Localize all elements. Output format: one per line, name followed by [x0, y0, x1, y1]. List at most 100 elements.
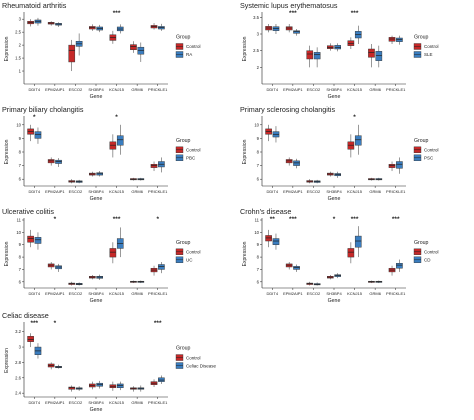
- x-tick-label: DDIT4: [267, 189, 279, 194]
- y-tick-label: 2.5: [15, 30, 21, 35]
- x-tick-label: GRM6: [131, 400, 143, 405]
- legend-title: Group: [176, 35, 191, 41]
- significance-label: *: [115, 114, 118, 121]
- significance-label: ***: [289, 216, 297, 223]
- x-tick-label: EPM2AIP1: [45, 87, 65, 92]
- y-tick-label: 7: [257, 267, 260, 272]
- x-axis-label: Gene: [90, 196, 103, 202]
- significance-label: **: [270, 216, 276, 223]
- box-control: [130, 44, 137, 51]
- y-tick-label: 10: [254, 122, 259, 127]
- y-tick-label: 7: [19, 163, 22, 168]
- x-tick-label: PRICKLE1: [148, 87, 168, 92]
- x-tick-label: SH3BP4: [88, 189, 104, 194]
- x-tick-label: ESCO2: [69, 400, 83, 405]
- box-case: [116, 135, 124, 146]
- panel-title: Primary biliary cholangitis: [2, 105, 84, 114]
- x-tick-label: DDIT4: [267, 291, 279, 296]
- x-tick-label: PRICKLE1: [386, 291, 406, 296]
- y-tick-label: 8: [257, 150, 260, 155]
- x-tick-label: EPM2AIP1: [45, 291, 65, 296]
- legend-entry: Control: [186, 355, 201, 360]
- box-control: [109, 248, 117, 258]
- legend-title: Group: [176, 138, 191, 144]
- box-case: [158, 377, 165, 382]
- box-case: [116, 383, 124, 389]
- legend-entry: Control: [424, 148, 439, 153]
- significance-label: ***: [113, 10, 121, 17]
- x-tick-label: ESCO2: [69, 189, 83, 194]
- x-axis-label: Gene: [90, 94, 103, 100]
- y-tick-label: 6: [19, 177, 22, 182]
- x-axis-label: Gene: [328, 196, 341, 202]
- legend-title: Group: [414, 138, 429, 144]
- y-tick-label: 3: [19, 345, 22, 350]
- y-axis-label: Expression: [4, 348, 10, 373]
- y-tick-label: 3.5: [253, 15, 259, 20]
- legend-entry: Control: [424, 250, 439, 255]
- significance-label: *: [33, 114, 36, 121]
- box-case: [272, 238, 280, 245]
- x-tick-label: EPM2AIP1: [45, 189, 65, 194]
- y-tick-label: 6: [19, 279, 22, 284]
- chart-panel-4: Primary sclerosing cholangitis 6 7 8 9 10 Expr…: [240, 105, 439, 202]
- x-tick-label: EPM2AIP1: [283, 291, 303, 296]
- legend-entry: PBC: [186, 156, 196, 161]
- x-tick-label: DDIT4: [29, 291, 41, 296]
- x-tick-label: EPM2AIP1: [283, 87, 303, 92]
- y-tick-label: 9: [257, 136, 260, 141]
- box-case: [354, 235, 362, 248]
- legend-title: Group: [176, 240, 191, 246]
- y-tick-label: 3: [257, 32, 260, 37]
- y-tick-label: 6: [257, 279, 260, 284]
- box-case: [396, 161, 403, 169]
- x-tick-label: GRM6: [369, 87, 381, 92]
- x-tick-label: GRM6: [369, 291, 381, 296]
- x-tick-label: KCNJ15: [109, 189, 125, 194]
- chart-panel-3: Primary biliary cholangitis 6 7 8 9 10 Express…: [2, 105, 201, 202]
- y-tick-label: 3: [19, 17, 22, 22]
- y-tick-label: 8: [257, 255, 260, 260]
- x-tick-label: EPM2AIP1: [283, 189, 303, 194]
- y-tick-label: 11: [17, 218, 22, 223]
- box-control: [368, 48, 375, 58]
- legend-entry: UC: [186, 258, 193, 263]
- y-tick-label: 9: [19, 136, 22, 141]
- y-tick-label: 2.8: [15, 360, 21, 365]
- y-tick-label: 9: [19, 242, 22, 247]
- significance-label: ***: [154, 320, 162, 327]
- x-axis-label: Gene: [90, 407, 103, 413]
- x-tick-label: ESCO2: [69, 87, 83, 92]
- x-tick-label: GRM6: [369, 189, 381, 194]
- box-control: [68, 44, 76, 63]
- y-tick-label: 7: [257, 163, 260, 168]
- y-tick-label: 7: [19, 267, 22, 272]
- significance-label: ***: [351, 216, 359, 223]
- legend-title: Group: [176, 346, 191, 352]
- x-tick-label: KCNJ15: [109, 87, 125, 92]
- box-control: [306, 50, 314, 60]
- legend-entry: CD: [424, 258, 431, 263]
- x-tick-label: KCNJ15: [109, 291, 125, 296]
- x-tick-label: KCNJ15: [347, 189, 363, 194]
- legend-entry: SLE: [424, 52, 433, 57]
- panel-title: Ulcerative colitis: [2, 207, 54, 216]
- y-tick-label: 2.6: [15, 375, 21, 380]
- x-tick-label: PRICKLE1: [386, 189, 406, 194]
- box-case: [34, 237, 42, 244]
- y-tick-label: 10: [254, 230, 259, 235]
- box-case: [34, 131, 42, 139]
- x-axis-label: Gene: [90, 298, 103, 304]
- chart-panel-5: Ulcerative colitis 6 7 8 9 10 11 Expression DDIT…: [2, 207, 201, 304]
- x-tick-label: ESCO2: [69, 291, 83, 296]
- box-case: [137, 46, 145, 55]
- significance-label: *: [353, 114, 356, 121]
- box-control: [27, 336, 34, 342]
- y-tick-label: 10: [16, 230, 21, 235]
- x-tick-label: KCNJ15: [347, 291, 363, 296]
- y-tick-label: 3.2: [15, 329, 21, 334]
- y-tick-label: 1: [19, 69, 22, 74]
- x-tick-label: SH3BP4: [88, 87, 104, 92]
